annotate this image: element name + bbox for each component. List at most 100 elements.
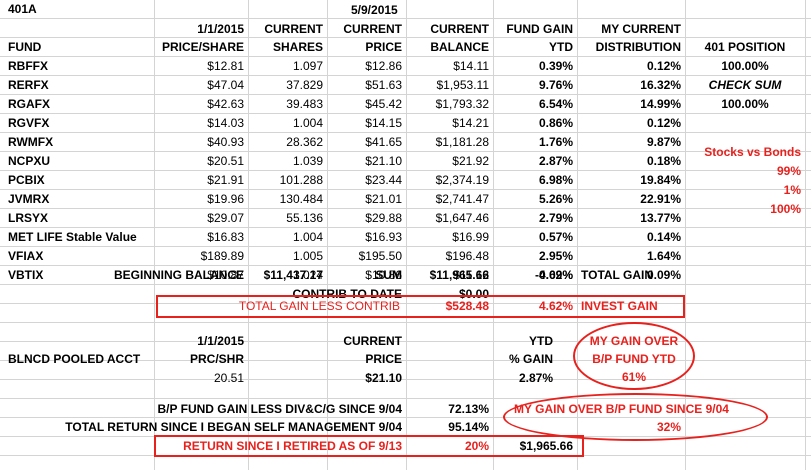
pooled-ytd: YTD <box>529 334 553 348</box>
fund-row-fund: RGVFX <box>8 116 50 130</box>
fund-row-p0: $10.87 <box>207 268 244 282</box>
fund-row-bal: $1,647.46 <box>435 211 489 225</box>
stocks-bonds-total: 100% <box>770 202 801 216</box>
fund-row-gain: 1.76% <box>538 135 573 149</box>
sheet-title: 401A <box>8 2 37 16</box>
fund-row-price: $14.15 <box>365 116 402 130</box>
bonds-value: 1% <box>783 183 801 197</box>
fund-row-shares: 1.005 <box>292 249 323 263</box>
pooled-price-value: $21.10 <box>365 371 402 385</box>
fund-row-bal: $2,741.47 <box>435 192 489 206</box>
start-date: 1/1/2015 <box>197 22 244 36</box>
fund-row-bal: $1,953.11 <box>436 78 490 92</box>
my-gain-over-bp-value: 32% <box>656 420 681 434</box>
fund-row-bal: $14.21 <box>452 116 489 130</box>
fund-row-fund: RGAFX <box>8 97 50 111</box>
bp-fund-gain-label: B/P FUND GAIN LESS DIV&C/G SINCE 9/04 <box>157 402 403 416</box>
fund-row-p0: $14.03 <box>207 116 244 130</box>
fund-row-price: $29.88 <box>365 211 402 225</box>
beginning-balance-label: BEGINNING BALANCE <box>113 268 244 282</box>
fund-row-shares: 130.484 <box>279 192 323 206</box>
pooled-date: 1/1/2015 <box>197 334 244 348</box>
fund-row-gain: 2.79% <box>538 211 573 225</box>
fund-row-shares: 1.004 <box>292 116 323 130</box>
fund-row-price: $21.10 <box>365 154 402 168</box>
total-gain-less-contrib-value: $528.48 <box>445 299 489 313</box>
header-price-share: PRICE/SHARE <box>161 40 244 54</box>
header-price: PRICE <box>365 40 402 54</box>
my-gain-over-label: MY GAIN OVER <box>589 334 679 348</box>
retired-value: $1,965.66 <box>519 439 573 453</box>
fund-row-bal: $1,793.32 <box>435 97 489 111</box>
fund-row-bal: $21.92 <box>452 154 489 168</box>
current-date: 5/9/2015 <box>351 3 398 17</box>
fund-row-dist: 0.12% <box>646 59 681 73</box>
fund-row-dist: 22.91% <box>640 192 681 206</box>
gain-since-904-oval <box>503 393 768 441</box>
total-return-label: TOTAL RETURN SINCE I BEGAN SELF MANAGEME… <box>65 420 402 434</box>
fund-row-fund: VBTIX <box>8 268 44 282</box>
fund-row-bal: $14.11 <box>453 59 489 73</box>
fund-row-dist: 9.87% <box>646 135 681 149</box>
bp-fund-gain-value: 72.13% <box>448 402 489 416</box>
fund-row-bal: $2,374.19 <box>435 173 489 187</box>
fund-row-p0: $40.93 <box>207 135 244 149</box>
bp-fund-ytd-label: B/P FUND YTD <box>592 352 676 366</box>
fund-row-dist: 1.64% <box>646 249 681 263</box>
fund-row-p0: $29.07 <box>207 211 244 225</box>
pooled-prc-shr: PRC/SHR <box>189 352 244 366</box>
fund-row-shares: 1.097 <box>292 59 323 73</box>
header-balance: BALANCE <box>430 40 489 54</box>
fund-row-dist: 14.99% <box>640 97 681 111</box>
fund-row-fund: RERFX <box>8 78 49 92</box>
fund-row-dist: 13.77% <box>640 211 681 225</box>
fund-row-shares: 101.288 <box>279 173 323 187</box>
fund-row-price: $10.86 <box>365 268 402 282</box>
header-shares: SHARES <box>272 40 323 54</box>
fund-row-shares: 1.004 <box>292 230 323 244</box>
fund-row-gain: 0.57% <box>538 230 573 244</box>
fund-row-price: $41.65 <box>365 135 402 149</box>
fund-row-p0: $21.91 <box>207 173 244 187</box>
header-401-position: 401 POSITION <box>704 40 786 54</box>
fund-row-shares: 39.483 <box>286 97 323 111</box>
fund-row-fund: RWMFX <box>8 135 54 149</box>
header-current-price-1: CURRENT <box>343 22 402 36</box>
position-value: 100.00% <box>721 59 769 73</box>
fund-row-dist: 0.09% <box>646 268 681 282</box>
header-current-shares-1: CURRENT <box>264 22 323 36</box>
fund-row-bal: $16.99 <box>452 230 489 244</box>
fund-row-dist: 0.12% <box>646 116 681 130</box>
fund-row-p0: $12.81 <box>207 59 244 73</box>
retired-label: RETURN SINCE I RETIRED AS OF 9/13 <box>183 439 402 453</box>
fund-row-dist: 16.32% <box>640 78 681 92</box>
sum-label: SUM <box>375 268 402 282</box>
fund-row-shares: 55.136 <box>286 211 323 225</box>
invest-gain-pct: 4.62% <box>538 299 573 313</box>
fund-row-p0: $47.04 <box>207 78 244 92</box>
pooled-prc-value: 20.51 <box>213 371 244 385</box>
fund-row-price: $16.93 <box>365 230 402 244</box>
fund-row-price: $23.44 <box>365 173 402 187</box>
fund-row-shares: 1.024 <box>292 268 323 282</box>
fund-row-p0: $19.96 <box>207 192 244 206</box>
pooled-price-label: PRICE <box>365 352 402 366</box>
fund-row-gain: 9.76% <box>538 78 573 92</box>
invest-gain-label: INVEST GAIN <box>581 299 658 313</box>
contrib-value: $0.00 <box>458 287 489 301</box>
check-sum-value: 100.00% <box>721 97 769 111</box>
fund-row-gain: 2.87% <box>538 154 573 168</box>
contrib-label: CONTRIB TO DATE <box>292 287 402 301</box>
fund-row-price: $12.86 <box>365 59 402 73</box>
header-current-balance-1: CURRENT <box>430 22 489 36</box>
retired-pct: 20% <box>464 439 489 453</box>
header-distribution: DISTRIBUTION <box>595 40 681 54</box>
fund-row-price: $195.50 <box>358 249 402 263</box>
fund-row-fund: LRSYX <box>8 211 49 225</box>
stocks-value: 99% <box>776 164 801 178</box>
invest-gain-box <box>156 295 685 318</box>
pooled-account-label: BLNCD POOLED ACCT <box>8 352 141 366</box>
pooled-pct-gain: % GAIN <box>508 352 553 366</box>
fund-row-bal: $196.48 <box>445 249 489 263</box>
fund-row-fund: PCBIX <box>8 173 45 187</box>
